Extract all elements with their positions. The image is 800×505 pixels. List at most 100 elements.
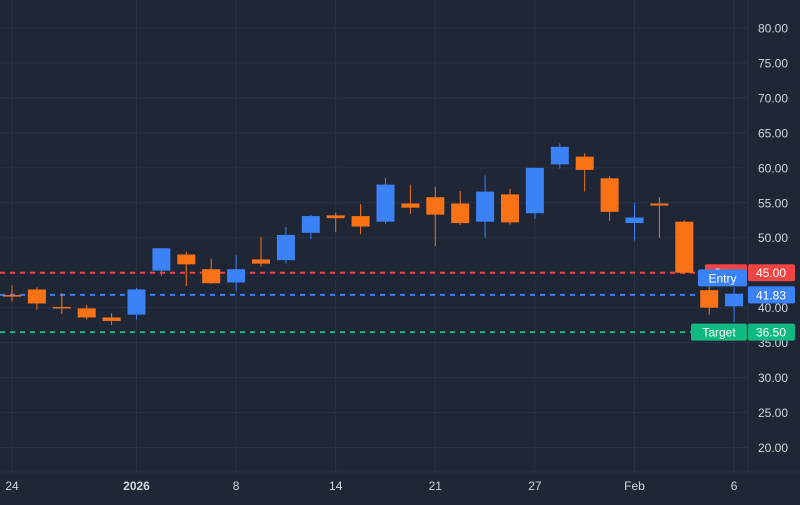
candle[interactable] xyxy=(177,251,196,286)
time-tick-label: Feb xyxy=(624,479,645,493)
candle[interactable] xyxy=(227,255,246,291)
candle[interactable] xyxy=(550,143,569,169)
candle[interactable] xyxy=(152,248,171,277)
candle-body xyxy=(326,215,345,219)
time-tick-label: 21 xyxy=(429,479,443,493)
candle[interactable] xyxy=(326,212,345,233)
candle[interactable] xyxy=(525,167,544,219)
candle-body xyxy=(52,306,71,309)
candle-body xyxy=(426,197,445,215)
candle[interactable] xyxy=(351,204,370,235)
candle[interactable] xyxy=(625,202,644,241)
last-price-tag-text: 41.83 xyxy=(756,288,786,302)
candle-body xyxy=(276,234,295,261)
candle[interactable] xyxy=(301,214,320,240)
candle-body xyxy=(3,295,21,297)
candle-body xyxy=(501,194,519,223)
candle-body xyxy=(77,308,96,318)
candle-body xyxy=(227,269,246,283)
price-tick-label: 50.00 xyxy=(758,231,788,245)
price-tick-label: 20.00 xyxy=(758,441,788,455)
candle[interactable] xyxy=(3,285,21,302)
candle[interactable] xyxy=(202,258,221,284)
candle[interactable] xyxy=(127,288,146,320)
candle-body xyxy=(725,293,744,307)
candle-body xyxy=(525,167,544,214)
candle-body xyxy=(177,254,196,265)
price-tag-target-text: 36.50 xyxy=(756,326,786,340)
time-tick-label: 8 xyxy=(233,479,240,493)
candle-body xyxy=(700,290,719,308)
candle[interactable] xyxy=(600,176,619,221)
time-tick-label: 14 xyxy=(329,479,343,493)
time-tick-label: 27 xyxy=(528,479,542,493)
candle[interactable] xyxy=(401,184,420,214)
price-tick-label: 25.00 xyxy=(758,406,788,420)
candle-body xyxy=(127,289,146,315)
candle-body xyxy=(625,217,644,224)
candle-body xyxy=(102,317,121,321)
level-name-tag-target: Target xyxy=(691,323,747,341)
price-tick-label: 80.00 xyxy=(758,21,788,35)
price-tick-label: 55.00 xyxy=(758,196,788,210)
candle[interactable] xyxy=(476,175,495,238)
time-axis[interactable]: 24 2026 8 14 21 27 Feb 6 xyxy=(5,479,737,493)
candle-body xyxy=(152,248,171,271)
candle[interactable] xyxy=(451,190,470,226)
candle-body xyxy=(27,289,46,304)
candle-body xyxy=(650,203,669,206)
level-name-text: Entry xyxy=(708,271,736,285)
candles-layer xyxy=(3,143,744,326)
candle-body xyxy=(575,156,594,170)
candle-body xyxy=(202,269,221,284)
candle-body xyxy=(252,259,270,264)
level-name-tag-entry: Entry xyxy=(698,269,747,287)
time-tick-label: 6 xyxy=(731,479,738,493)
price-tick-label: 60.00 xyxy=(758,161,788,175)
candle[interactable] xyxy=(27,287,46,310)
candle-body xyxy=(351,216,370,227)
price-tick-label: 30.00 xyxy=(758,371,788,385)
candle[interactable] xyxy=(725,287,744,322)
price-tag-target-box xyxy=(748,323,795,341)
candle-body xyxy=(301,216,320,233)
candle-body xyxy=(600,178,619,212)
price-tick-label: 40.00 xyxy=(758,301,788,315)
price-tag-stop-text: 45.00 xyxy=(756,266,786,280)
candle-body xyxy=(376,184,395,222)
candle[interactable] xyxy=(252,237,270,267)
level-name-text: Target xyxy=(702,326,736,340)
candle[interactable] xyxy=(501,188,519,225)
candle[interactable] xyxy=(426,186,445,247)
price-tick-label: 70.00 xyxy=(758,91,788,105)
level-lines xyxy=(0,271,700,334)
price-axis[interactable]: 80.00 75.00 70.00 65.00 60.00 55.00 50.00 45.00… xyxy=(758,21,788,455)
candle[interactable] xyxy=(675,220,694,275)
candle[interactable] xyxy=(376,177,395,224)
candle-body xyxy=(476,191,495,222)
candle[interactable] xyxy=(52,292,71,314)
candle-body xyxy=(451,203,470,224)
price-tag-target: 36.50 xyxy=(748,323,795,341)
last-price-tag: 41.83 xyxy=(748,286,795,304)
price-tick-label: 75.00 xyxy=(758,56,788,70)
price-tag-stop-box xyxy=(748,264,795,282)
candle[interactable] xyxy=(102,313,121,326)
time-tick-label: 2026 xyxy=(123,479,150,493)
candle-body xyxy=(401,203,420,208)
candle[interactable] xyxy=(700,283,719,315)
level-name-box xyxy=(698,269,747,287)
candle[interactable] xyxy=(575,153,594,192)
candle[interactable] xyxy=(650,197,669,238)
last-price-tag-box xyxy=(748,286,795,304)
time-tick-label: 24 xyxy=(5,479,19,493)
candle-body xyxy=(675,221,694,273)
candle[interactable] xyxy=(276,227,295,264)
candle-body xyxy=(550,146,569,165)
price-tag-stop: 45.00 xyxy=(748,264,795,282)
candle[interactable] xyxy=(77,304,96,320)
